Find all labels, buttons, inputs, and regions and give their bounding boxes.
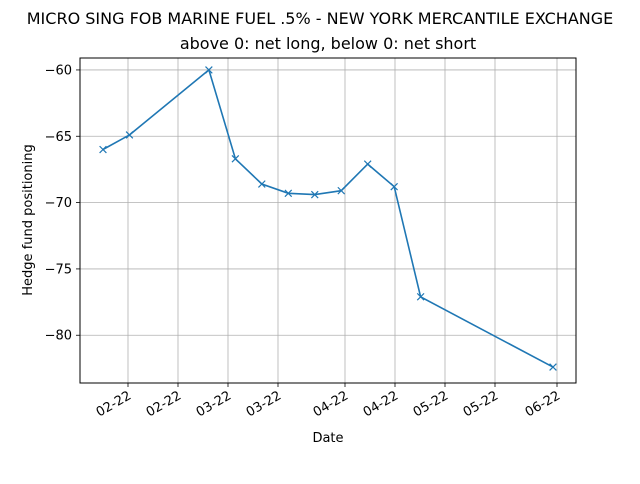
chart-subtitle: above 0: net long, below 0: net short	[180, 34, 476, 53]
data-point-marker	[257, 180, 266, 188]
y-tick-label: −65	[45, 130, 72, 145]
data-point-marker	[416, 292, 425, 301]
data-point-marker	[231, 154, 240, 163]
y-tick-label: −70	[45, 196, 72, 211]
grid	[80, 58, 576, 383]
data-point-marker	[205, 66, 213, 74]
plot-area	[80, 58, 576, 383]
data-point-marker	[125, 131, 134, 139]
chart-title: MICRO SING FOB MARINE FUEL .5% - NEW YOR…	[27, 9, 614, 28]
series-line	[99, 66, 557, 371]
data-point-marker	[549, 363, 557, 371]
y-tick-label: −60	[45, 63, 72, 78]
data-point-marker	[310, 190, 319, 199]
data-point-marker	[390, 182, 399, 191]
data-point-marker	[363, 160, 372, 168]
x-axis-label: Date	[312, 431, 343, 446]
series-path	[102, 68, 554, 368]
data-point-marker	[337, 186, 346, 195]
y-tick-label: −80	[45, 329, 72, 344]
plot-frame	[79, 57, 577, 384]
y-axis-label: Hedge fund positioning	[21, 144, 36, 295]
y-tick-label: −75	[45, 262, 72, 277]
data-point-marker	[284, 189, 293, 198]
data-point-marker	[99, 145, 107, 154]
